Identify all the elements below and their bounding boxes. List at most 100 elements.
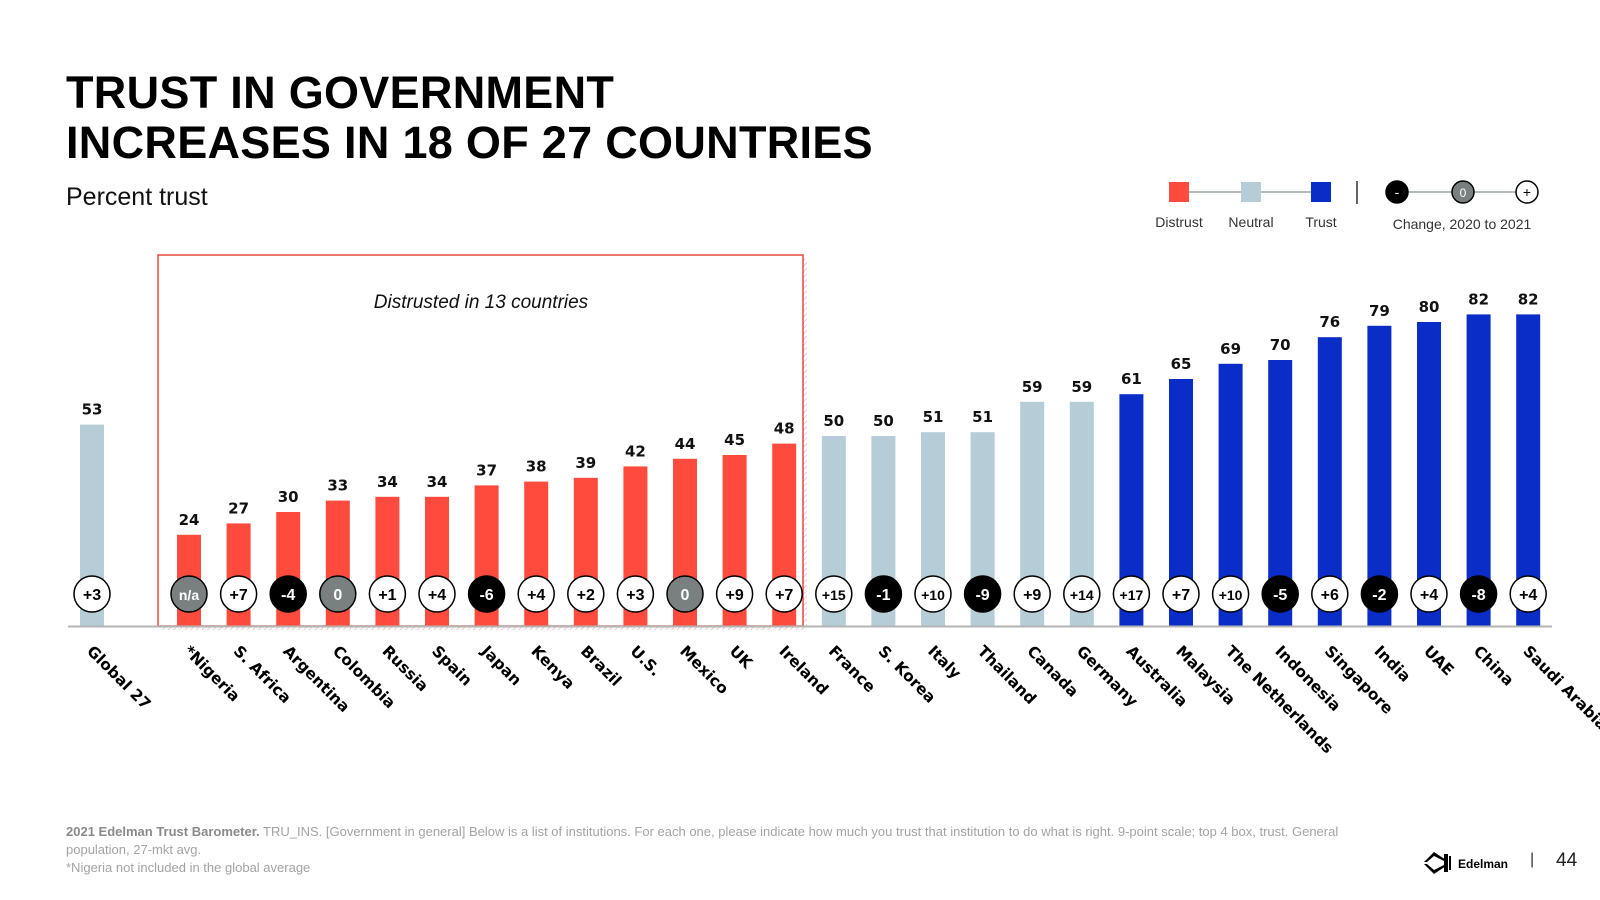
value-label-indonesia: 70 (1270, 336, 1291, 354)
change-marker-germany (1063, 575, 1101, 613)
category-label-spain: Spain (428, 642, 475, 689)
change-value-s-africa: +7 (229, 587, 247, 604)
change-marker-colombia (319, 575, 357, 613)
change-marker-italy (914, 575, 952, 613)
value-label-japan: 37 (476, 461, 497, 479)
value-label-germany: 59 (1071, 378, 1092, 396)
value-label-canada: 59 (1022, 378, 1043, 396)
value-label-russia: 34 (377, 473, 398, 491)
change-marker-brazil (567, 575, 605, 613)
value-label-france: 50 (823, 412, 844, 430)
change-marker-nigeria (170, 575, 208, 613)
change-value-uk: +9 (725, 587, 743, 604)
change-marker-china (1459, 575, 1498, 613)
value-label-u-s: 42 (625, 442, 646, 460)
trust-bar-chart: Distrust Neutral Trust - 0 + Change, 202… (68, 180, 1600, 757)
legend-swatch-trust (1311, 182, 1331, 202)
change-marker-indonesia (1261, 575, 1299, 613)
value-label-china: 82 (1468, 290, 1489, 308)
category-label-india: India (1371, 642, 1415, 686)
change-marker-malaysia (1162, 575, 1200, 613)
legend-label-trust: Trust (1305, 214, 1336, 230)
change-value-mexico: 0 (681, 587, 690, 604)
change-value-russia: +1 (378, 587, 396, 604)
change-marker-argentina (269, 575, 307, 613)
change-value-kenya: +4 (527, 587, 545, 604)
footer-source: 2021 Edelman Trust Barometer. TRU_INS. [… (66, 823, 1356, 877)
change-value-uae: +4 (1420, 587, 1438, 604)
change-marker-uae (1410, 575, 1448, 613)
value-label-colombia: 33 (327, 477, 348, 495)
change-value-argentina: -4 (281, 587, 295, 604)
page-number-separator: | (1530, 851, 1535, 868)
change-marker-spain (418, 575, 456, 613)
change-value-singapore: +6 (1321, 587, 1339, 604)
change-marker-ireland (765, 575, 803, 613)
change-value-india: -2 (1372, 587, 1386, 604)
change-marker-japan (467, 575, 506, 613)
legend-swatch-distrust (1169, 182, 1189, 202)
value-label-uae: 80 (1419, 298, 1440, 316)
change-marker-kenya (517, 575, 555, 613)
value-label-india: 79 (1369, 302, 1390, 320)
legend-change-negative (1385, 180, 1409, 204)
category-label-uae: UAE (1420, 642, 1457, 679)
category-label-kenya: Kenya (527, 642, 578, 693)
distrust-annotation: Distrusted in 13 countries (374, 292, 589, 313)
chart-subtitle: Percent trust (66, 183, 208, 211)
change-value-china: -8 (1471, 587, 1485, 604)
value-label-thailand: 51 (972, 408, 993, 426)
value-label-singapore: 76 (1319, 313, 1340, 331)
value-label-australia: 61 (1121, 370, 1142, 388)
category-label-italy: Italy (924, 642, 964, 682)
page-title: TRUST IN GOVERNMENT INCREASES IN 18 OF 2… (66, 68, 873, 168)
edelman-logo-text: Edelman (1458, 857, 1509, 871)
title-line-1: TRUST IN GOVERNMENT (66, 67, 615, 118)
page-number: 44 (1556, 850, 1578, 871)
value-label-brazil: 39 (575, 454, 596, 472)
legend-change-positive-symbol: + (1523, 184, 1531, 200)
change-value-global-27: +3 (83, 587, 101, 604)
category-label-uk: UK (726, 642, 757, 673)
change-marker-india (1360, 575, 1399, 613)
value-labels: 53 24 27 30 33 34 34 37 38 39 42 44 45 48 50 50 51 51 59 59… (82, 290, 1539, 528)
legend-change-zero-symbol: 0 (1460, 186, 1467, 200)
change-marker-uk (715, 575, 754, 613)
change-marker-global-27 (73, 575, 111, 613)
change-markers: +3 n/a +7 -4 0 +1 +4 -6 +4 +2 +3 0 +9 +7 +15 -1 +10 -9 +9 +… (73, 575, 1547, 613)
change-value-spain: +4 (428, 587, 446, 604)
bar-saudi-arabia (1516, 314, 1541, 626)
change-value-france: +15 (822, 587, 846, 603)
value-label-malaysia: 65 (1171, 355, 1192, 373)
value-label-global-27: 53 (82, 401, 103, 419)
legend-change-negative-symbol: - (1395, 184, 1400, 200)
category-label-japan: Japan (477, 641, 525, 689)
change-marker-russia (368, 575, 407, 613)
title-line-2: INCREASES IN 18 OF 27 COUNTRIES (66, 117, 873, 168)
legend-label-distrust: Distrust (1155, 214, 1203, 230)
change-value-indonesia: -5 (1273, 587, 1287, 604)
category-label-global-27: Global 27 (83, 642, 154, 713)
change-value-malaysia: +7 (1172, 587, 1190, 604)
value-label-ireland: 48 (774, 420, 795, 438)
legend-change-label: Change, 2020 to 2021 (1393, 216, 1532, 232)
footer-source-line: 2021 Edelman Trust Barometer. TRU_INS. [… (66, 823, 1356, 859)
change-value-colombia: 0 (333, 587, 342, 604)
legend-change-zero (1451, 180, 1475, 204)
edelman-logo-mark (1424, 852, 1451, 874)
value-label-mexico: 44 (675, 435, 696, 453)
change-value-the-netherlands: +10 (1219, 587, 1243, 603)
value-label-italy: 51 (923, 408, 944, 426)
category-label-saudi-arabia: Saudi Arabia (1519, 642, 1600, 734)
change-marker-france (815, 575, 853, 613)
value-label-spain: 34 (427, 473, 448, 491)
change-value-nigeria: n/a (179, 587, 199, 603)
value-label-kenya: 38 (526, 458, 547, 476)
value-label-uk: 45 (724, 431, 745, 449)
change-marker-australia (1112, 575, 1151, 613)
value-label-s-africa: 27 (228, 499, 249, 517)
change-value-u-s: +3 (626, 587, 644, 604)
change-value-saudi-arabia: +4 (1519, 587, 1537, 604)
value-label-the-netherlands: 69 (1220, 340, 1241, 358)
